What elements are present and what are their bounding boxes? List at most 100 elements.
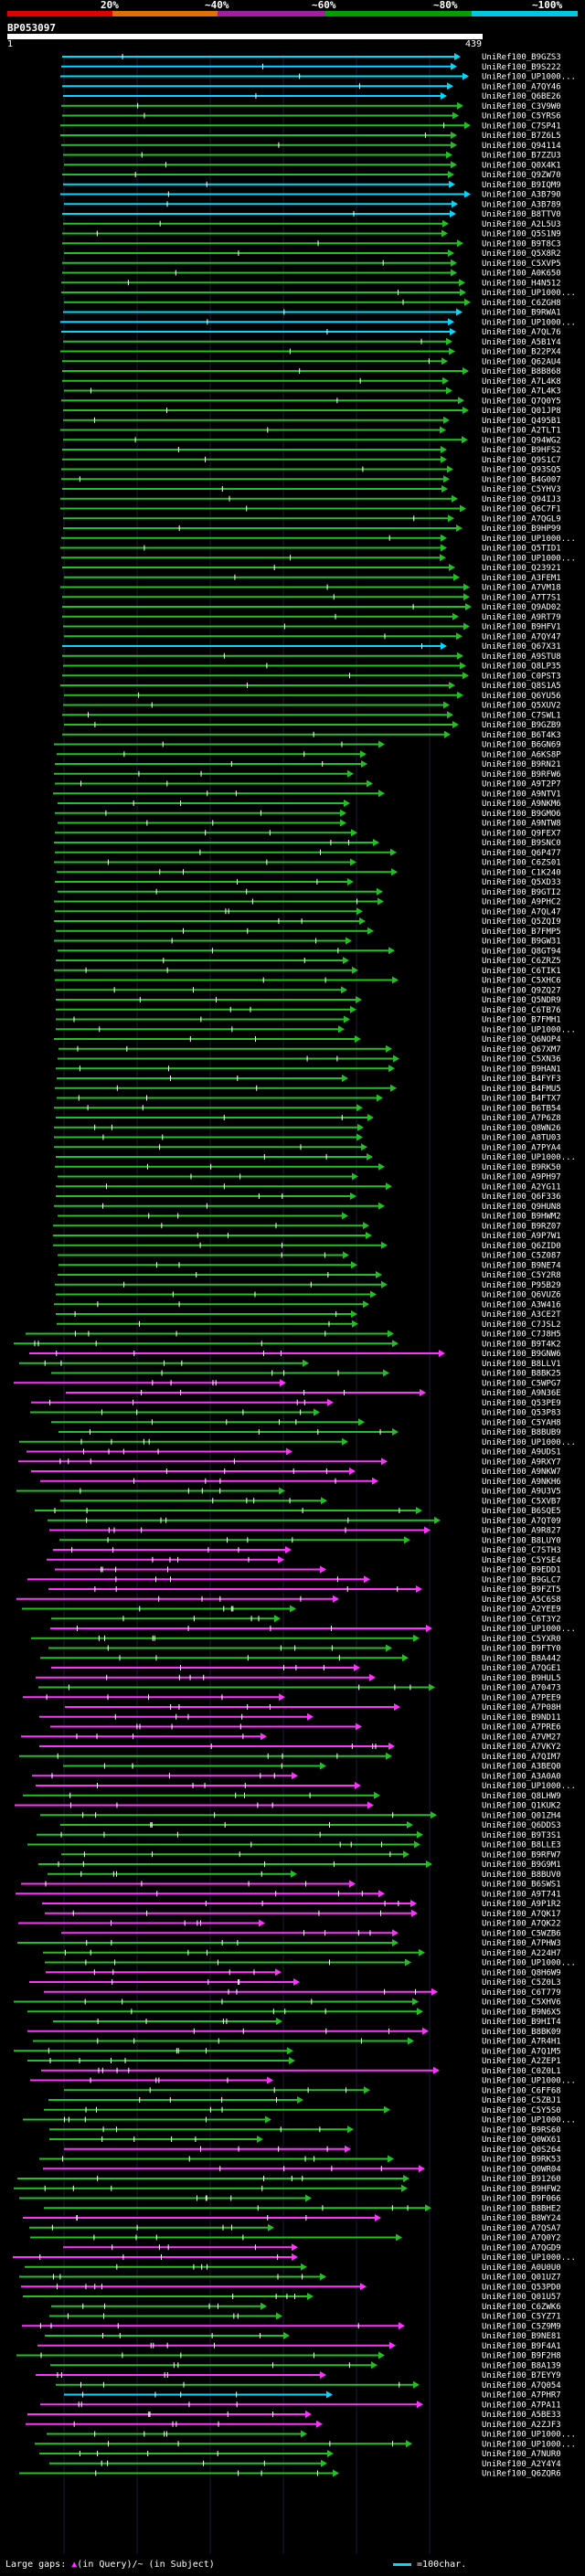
hit-label: UniRef100_C5ZBJ1 <box>482 2096 561 2105</box>
hit-label: UniRef100_A9RXY7 <box>482 1458 561 1467</box>
hit-arrow <box>449 564 455 571</box>
hit-label: UniRef100_C6FF68 <box>482 2086 561 2095</box>
hit-arrow <box>457 652 463 660</box>
hit-label: UniRef100_Q6ZQR6 <box>482 2470 561 2479</box>
hit-label: UniRef100_A7NUR0 <box>482 2450 561 2459</box>
hit-label: UniRef100_A7QSA7 <box>482 2224 561 2233</box>
footer-text-after: (in Query)/~ (in Subject) <box>77 2560 215 2570</box>
hit-label: UniRef100_Q6DDS3 <box>482 1821 561 1830</box>
hit-arrow <box>265 2115 271 2124</box>
hit-label: UniRef100_A7PA11 <box>482 2401 561 2410</box>
hit-arrow <box>356 996 362 1003</box>
hit-arrow <box>460 504 466 513</box>
hit-label: UniRef100_A5BE33 <box>482 2411 561 2420</box>
hit-label: UniRef100_A7QY46 <box>482 82 561 91</box>
hit-label: UniRef100_A7Q054 <box>482 2381 561 2390</box>
hit-label: UniRef100_UP1000... <box>482 2077 576 2086</box>
hit-arrow <box>375 2214 381 2221</box>
hit-arrow <box>372 1477 378 1485</box>
hit-label: UniRef100_C5XN36 <box>482 1055 561 1065</box>
hit-arrow <box>259 1919 265 1927</box>
hit-label: UniRef100_C5WZB6 <box>482 1929 561 1938</box>
hit-label: UniRef100_B9F066 <box>482 2195 561 2204</box>
hit-arrow <box>444 730 451 738</box>
hit-arrow <box>364 2086 370 2094</box>
hit-label: UniRef100_A2ZEP1 <box>482 2057 561 2066</box>
hit-label: UniRef100_UP1000... <box>482 1153 576 1162</box>
hit-label: UniRef100_A2YG11 <box>482 1182 561 1192</box>
hit-arrow <box>452 612 459 620</box>
hit-arrow <box>463 593 470 601</box>
hit-label: UniRef100_A9T741 <box>482 1890 561 1899</box>
hit-arrow <box>457 691 463 699</box>
hit-label: UniRef100_B9IQM9 <box>482 181 561 190</box>
hit-label: UniRef100_B7FMH1 <box>482 1016 561 1025</box>
hit-arrow <box>456 632 463 641</box>
hit-label: UniRef100_B9NE81 <box>482 2332 561 2341</box>
hit-label: UniRef100_A7QIM7 <box>482 1753 561 1762</box>
hit-arrow <box>456 308 463 316</box>
hit-arrow <box>441 446 447 453</box>
query-start: 1 <box>7 39 14 49</box>
hit-arrow <box>411 1909 418 1917</box>
hit-arrow <box>393 1055 399 1063</box>
hit-arrow <box>403 1850 410 1859</box>
hit-label: UniRef100_B9HAN1 <box>482 1065 561 1074</box>
hit-label: UniRef100_A9R827 <box>482 1527 561 1536</box>
hit-arrow <box>390 848 397 856</box>
hit-label: UniRef100_UP1000... <box>482 1025 576 1034</box>
hit-arrow <box>426 1860 432 1868</box>
hit-label: UniRef100_Q8LP35 <box>482 663 561 672</box>
hit-arrow <box>381 1458 388 1466</box>
hit-arrow <box>451 161 457 169</box>
hit-label: UniRef100_C6ZRZ5 <box>482 957 561 966</box>
hit-arrow <box>352 966 358 974</box>
hit-arrow <box>452 111 459 120</box>
hit-arrow <box>396 2233 402 2242</box>
hit-arrow <box>448 318 454 326</box>
scale-label-80: ~80% <box>433 0 458 11</box>
hit-label: UniRef100_B9NE74 <box>482 1261 561 1270</box>
hit-label: UniRef100_B6TB54 <box>482 1104 561 1113</box>
hit-arrow <box>425 2204 431 2212</box>
hit-arrow <box>386 1752 392 1760</box>
hit-label: UniRef100_Q8GT94 <box>482 947 561 956</box>
hit-label: UniRef100_B9HIT4 <box>482 2018 561 2027</box>
footer-text-before: Large gaps: <box>5 2560 72 2570</box>
hit-arrow <box>301 2430 307 2438</box>
query-end: 439 <box>465 39 483 49</box>
hit-label: UniRef100_B9F4A1 <box>482 2342 561 2351</box>
hit-label: UniRef100_Q0WX61 <box>482 2136 561 2145</box>
hit-label: UniRef100_B7FMP5 <box>482 928 561 937</box>
hit-arrow <box>285 1546 292 1553</box>
hit-arrow <box>290 1605 296 1613</box>
scale-label-20: 20% <box>101 0 119 11</box>
hit-arrow <box>392 1340 399 1348</box>
hit-label: UniRef100_A9NTW8 <box>482 820 561 829</box>
hit-arrow <box>458 397 464 405</box>
hit-arrow <box>293 1978 300 1986</box>
hit-label: UniRef100_Q5XD33 <box>482 878 561 887</box>
hit-label: UniRef100_Q9ZW70 <box>482 171 561 180</box>
hit-arrow <box>350 1193 356 1200</box>
hit-label: UniRef100_A6KS8P <box>482 750 561 759</box>
hit-label: UniRef100_A3B789 <box>482 200 561 209</box>
hit-arrow <box>371 2361 378 2369</box>
hit-label: UniRef100_C5XVB7 <box>482 1497 561 1506</box>
hit-label: UniRef100_C6ZWK6 <box>482 2303 561 2312</box>
hit-arrow <box>359 917 366 925</box>
hit-label: UniRef100_Q23921 <box>482 564 561 573</box>
hit-arrow <box>378 1162 385 1171</box>
hit-arrow <box>381 1241 388 1249</box>
scale-bar-green <box>325 11 472 16</box>
hit-label: UniRef100_B7Z6L5 <box>482 132 561 141</box>
hit-arrow <box>412 1998 419 2006</box>
hit-label: UniRef100_Q93SQ5 <box>482 466 561 475</box>
hit-arrow <box>388 947 395 955</box>
hit-arrow <box>344 1015 350 1023</box>
hit-label: UniRef100_A7PHW3 <box>482 1939 561 1948</box>
hit-label: UniRef100_B8BUV0 <box>482 1871 561 1880</box>
hit-label: UniRef100_UP1000... <box>482 1438 576 1447</box>
hit-arrow <box>267 2076 273 2084</box>
hit-label: UniRef100_B9N6X5 <box>482 2008 561 2017</box>
